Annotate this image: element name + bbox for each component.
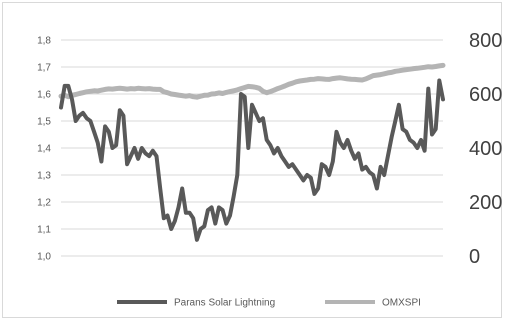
- left-tick-label: 1,4: [37, 144, 51, 155]
- left-tick-label: 1,3: [37, 171, 51, 182]
- left-axis-ticks: 1,8 1,7 1,6 1,5 1,4 1,3 1,2 1,1 1,0: [37, 36, 51, 263]
- legend-item-parans-label: Parans Solar Lightning: [174, 298, 275, 309]
- chart-frame: 1,8 1,7 1,6 1,5 1,4 1,3 1,2 1,1 1,0 800 600 400 200…: [2, 2, 502, 318]
- left-tick-label: 1,7: [37, 63, 51, 74]
- left-tick-label: 1,5: [37, 117, 51, 128]
- right-tick-label: 600: [469, 84, 502, 106]
- series-lines: [58, 62, 446, 242]
- line-chart: 1,8 1,7 1,6 1,5 1,4 1,3 1,2 1,1 1,0 800 600 400 200…: [37, 30, 502, 309]
- left-tick-label: 1,8: [37, 36, 51, 47]
- left-tick-label: 1,1: [37, 225, 51, 236]
- right-axis-ticks: 800 600 400 200 0: [469, 30, 502, 268]
- series-line-parans-solar-lightning: [59, 78, 445, 242]
- left-tick-label: 1,0: [37, 252, 51, 263]
- legend: Parans Solar Lightning OMXSPI: [117, 298, 421, 309]
- right-tick-label: 0: [469, 246, 480, 268]
- right-tick-label: 200: [469, 192, 502, 214]
- left-tick-label: 1,2: [37, 198, 51, 209]
- right-tick-label: 800: [469, 30, 502, 52]
- left-tick-label: 1,6: [37, 90, 51, 101]
- right-tick-label: 400: [469, 138, 502, 160]
- legend-item-omxspi-label: OMXSPI: [382, 298, 421, 309]
- series-line-omxspi: [58, 62, 446, 100]
